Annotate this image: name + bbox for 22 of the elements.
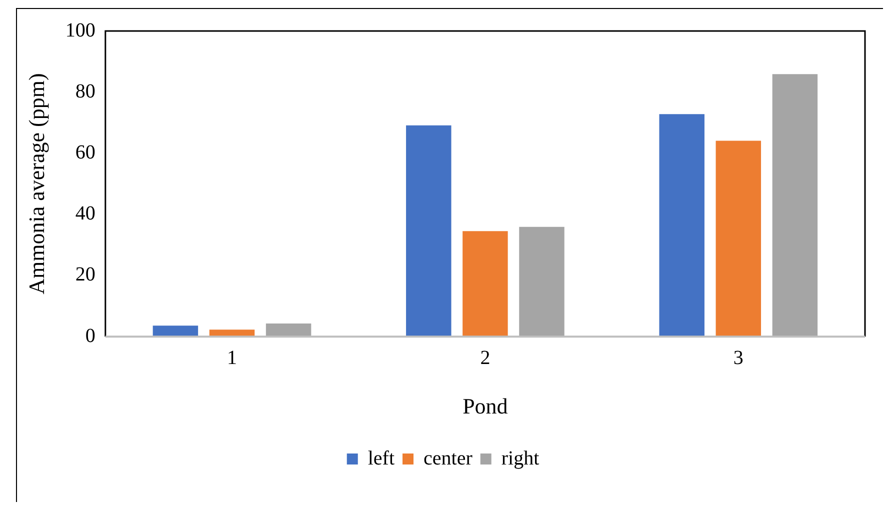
bar — [772, 74, 818, 337]
y-tick-label: 100 — [65, 19, 96, 42]
y-tick-label: 0 — [85, 324, 96, 347]
bar — [659, 114, 704, 337]
bar — [519, 226, 564, 337]
x-tick-label: 3 — [733, 346, 744, 369]
bar — [462, 231, 508, 337]
bar — [266, 323, 312, 337]
y-tick-label: 40 — [75, 202, 96, 225]
x-tick-label: 1 — [227, 346, 237, 369]
y-axis-title: Ammonia average (ppm) — [24, 73, 49, 294]
x-axis-title: Pond — [462, 394, 508, 419]
bar — [716, 140, 762, 337]
legend-label: center — [424, 447, 473, 470]
legend-label: right — [501, 447, 540, 470]
y-tick-label: 20 — [75, 264, 96, 286]
x-tick-label: 2 — [480, 346, 490, 369]
bar — [152, 326, 198, 337]
legend-label: left — [368, 447, 395, 470]
y-tick-label: 80 — [75, 80, 96, 102]
y-tick-label: 60 — [75, 141, 96, 164]
bar — [406, 125, 452, 337]
